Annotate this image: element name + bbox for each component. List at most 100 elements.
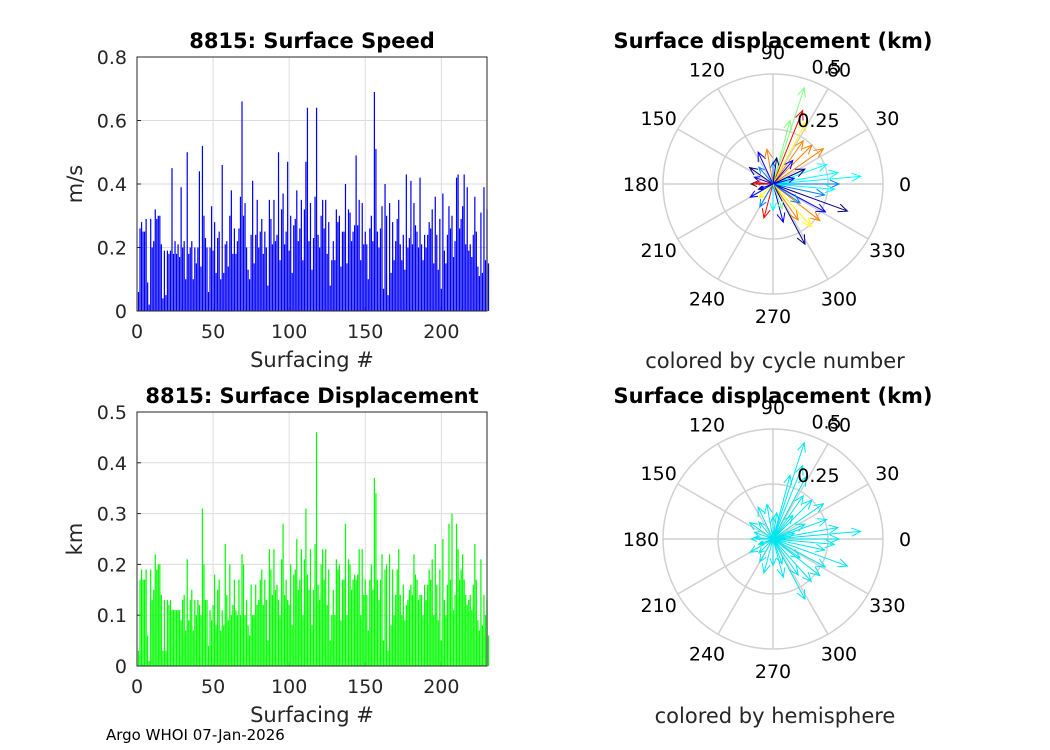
bar <box>389 203 391 311</box>
bar <box>232 253 234 311</box>
angle-label: 0 <box>899 174 911 196</box>
bar <box>212 605 214 666</box>
bar <box>309 203 312 311</box>
bar <box>305 508 307 666</box>
x-axis-label: Surfacing # <box>250 703 374 727</box>
bar <box>420 594 423 666</box>
angle-label: 330 <box>869 240 905 262</box>
vector-arrowhead <box>828 169 840 179</box>
vector-arrowhead <box>801 216 813 228</box>
vector-arrowhead <box>801 571 813 583</box>
displacement-vector <box>759 183 774 208</box>
bar <box>455 177 458 311</box>
displacement-vector <box>772 175 861 185</box>
bar <box>171 610 173 666</box>
vector-arrowhead <box>829 179 841 189</box>
bar <box>332 241 334 311</box>
bar <box>147 282 149 311</box>
vector-arrowhead <box>761 208 771 220</box>
bar <box>191 589 193 666</box>
bar <box>274 241 277 311</box>
bar <box>349 212 351 311</box>
bar <box>483 594 485 666</box>
bar <box>425 247 427 311</box>
bar <box>241 101 243 311</box>
bar <box>367 630 369 666</box>
displacement-vector <box>772 87 805 185</box>
chart-polar_cycle: 0 30 60 90 120 150 180 210 240 270 300 330 0.25 0.5 Su… <box>613 29 932 373</box>
bar <box>399 244 401 311</box>
displacement-vector <box>772 183 783 209</box>
bar <box>469 244 471 311</box>
bar <box>439 218 441 311</box>
bar <box>332 589 334 666</box>
bar <box>466 605 468 666</box>
bar <box>487 635 490 666</box>
bar <box>413 554 415 666</box>
bar <box>166 599 169 666</box>
bar <box>440 640 442 666</box>
bar <box>139 579 141 666</box>
bar <box>145 218 147 311</box>
angle-label: 150 <box>641 108 677 130</box>
bar <box>297 589 299 666</box>
bar <box>414 574 417 666</box>
footer-credit: Argo WHOI 07-Jan-2026 <box>106 726 285 744</box>
bar <box>207 645 210 666</box>
vector-arrowhead <box>797 86 806 98</box>
bar <box>387 650 389 666</box>
bar <box>194 599 196 666</box>
bar <box>247 625 249 666</box>
angle-label: 150 <box>641 463 677 485</box>
vector-arrowhead <box>772 156 780 166</box>
vector-arrowhead <box>757 505 767 518</box>
bar <box>471 610 473 666</box>
bar <box>145 569 147 666</box>
vector-arrowhead <box>816 518 828 527</box>
angle-label: 180 <box>623 529 659 551</box>
bar <box>477 620 479 666</box>
y-tick-label: 0.2 <box>97 238 127 260</box>
bar <box>471 257 473 311</box>
bar <box>306 574 309 666</box>
bar <box>402 584 404 666</box>
bar <box>183 241 185 311</box>
bar <box>247 269 249 311</box>
bar <box>244 615 246 666</box>
chart-title: Surface displacement (km) <box>613 29 932 53</box>
bar <box>198 171 200 311</box>
bar <box>188 253 190 311</box>
bar <box>344 523 347 666</box>
bar <box>462 206 464 311</box>
bar <box>419 177 421 311</box>
bar <box>153 589 155 666</box>
displacement-vector <box>772 476 807 540</box>
bar <box>252 615 254 666</box>
bar <box>204 599 207 666</box>
bar <box>315 107 318 311</box>
bar <box>443 250 445 311</box>
chart-subtitle: colored by cycle number <box>645 349 905 373</box>
bar <box>218 579 220 666</box>
bar <box>474 196 476 311</box>
bar <box>245 599 248 666</box>
bar <box>434 544 436 666</box>
radial-tick-label: 0.5 <box>811 57 841 79</box>
bar <box>452 257 455 311</box>
bar <box>303 209 305 311</box>
vector-arrowhead <box>784 514 794 525</box>
bar <box>452 610 455 666</box>
displacement-vector <box>772 183 801 204</box>
bar <box>175 610 178 666</box>
bar <box>192 279 194 311</box>
bar <box>282 193 284 311</box>
bar <box>153 241 155 311</box>
vector-arrowhead <box>816 163 828 172</box>
bar <box>454 241 456 311</box>
bar <box>375 493 377 666</box>
bar <box>340 620 342 666</box>
bar <box>463 174 465 311</box>
chart-title: Surface displacement (km) <box>613 384 932 408</box>
bar <box>416 579 418 666</box>
bar <box>437 620 439 666</box>
